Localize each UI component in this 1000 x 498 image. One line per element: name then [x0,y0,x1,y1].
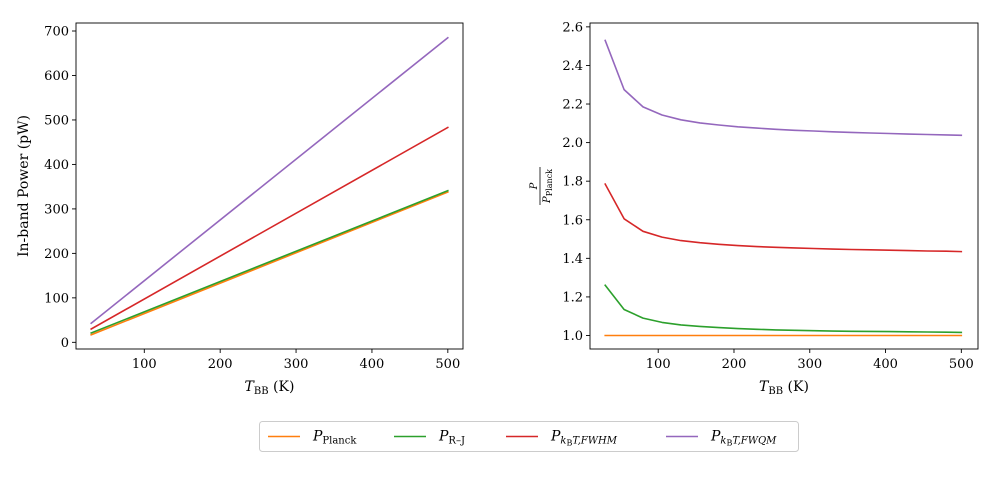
series-line-fwqm [604,39,963,137]
legend-label-subscript: Planck [322,436,357,447]
legend-label-rj: PR–J [438,429,465,447]
x-axis-label-symbol: T [245,379,256,395]
axes-frame [589,22,979,350]
y-tick-label: 600 [44,69,69,84]
legend-label-subscript: k [720,436,726,447]
y-tick-label: 1.4 [562,252,583,267]
y-tick-label: 1.0 [562,329,583,344]
legend-label-symbol: P [312,429,323,445]
y-axis-label-denominator-subscript: Planck [545,169,554,196]
legend-label-planck: PPlanck [312,429,357,447]
legend: PPlanck PR–J PkBT,FWHM PkBT,FWQM [259,421,799,452]
x-tick-label: 300 [797,357,822,372]
x-tick-label: 200 [722,357,747,372]
axes-frame [75,22,464,350]
x-tick-label: 400 [873,357,898,372]
y-tick-label: 200 [44,247,69,262]
series-line-fwqm [90,36,449,325]
series-line-fwhm [90,126,449,331]
y-tick-label: 700 [44,25,69,40]
y-tick-label: 2.0 [562,136,583,151]
x-axis-label-subscript: BB [254,386,269,397]
x-axis-label-subscript: BB [768,386,783,397]
y-tick-label: 1.2 [562,290,583,305]
x-tick-label: 100 [646,357,671,372]
y-tick-label: 2.6 [562,20,583,35]
y-tick-label: 500 [44,113,69,128]
series-line-planck [90,190,449,336]
x-axis-label-symbol: T [759,379,770,395]
legend-label-subscript: k [560,436,566,447]
legend-label-subscript-tail: T,FWQM [732,436,777,447]
x-tick-label: 200 [208,357,233,372]
y-tick-label: 2.4 [562,59,583,74]
y-tick-label: 1.8 [562,175,583,190]
x-tick-label: 500 [949,357,974,372]
power-ratio-chart: 100 200 300 400 500 1.0 1.2 1.4 1.6 1.8 2.0 2.2 2.4 2… [529,20,979,397]
y-axis-label: In-band Power (pW) [16,115,32,257]
legend-label-symbol: P [710,429,721,445]
legend-label-symbol: P [550,429,561,445]
x-axis-label-unit: (K) [269,379,295,395]
power-vs-temperature-chart: 100 200 300 400 500 0 100 200 300 400 500 600 700 TBB… [16,22,464,397]
legend-label-subsubscript: B [566,439,572,448]
series-line-fwhm [604,183,963,253]
y-tick-label: 400 [44,158,69,173]
legend-label-subsubscript: B [726,439,732,448]
y-tick-label: 100 [44,291,69,306]
y-tick-label: 1.6 [562,213,583,228]
series-line-rj [90,189,449,335]
y-axis-label-denominator-symbol: P [542,196,553,204]
legend-label-subscript-tail: T,FWHM [572,436,617,447]
legend-label-subscript: R–J [448,436,465,447]
x-axis-label: TBB (K) [245,379,295,397]
y-tick-label: 300 [44,202,69,217]
x-tick-label: 300 [284,357,309,372]
x-tick-label: 500 [435,357,460,372]
legend-label-fwhm: PkBT,FWHM [550,429,618,448]
x-tick-label: 100 [132,357,157,372]
x-axis-label: TBB (K) [759,379,809,397]
y-tick-label: 2.2 [562,98,583,113]
y-tick-label: 0 [61,336,69,351]
x-axis-label-unit: (K) [783,379,809,395]
x-tick-label: 400 [360,357,385,372]
legend-label-fwqm: PkBT,FWQM [710,429,777,448]
y-axis-label-numerator: P [529,182,540,190]
y-axis-label-denominator: PPlanck [542,169,554,204]
legend-label-symbol: P [438,429,449,445]
series-line-rj [604,284,963,334]
